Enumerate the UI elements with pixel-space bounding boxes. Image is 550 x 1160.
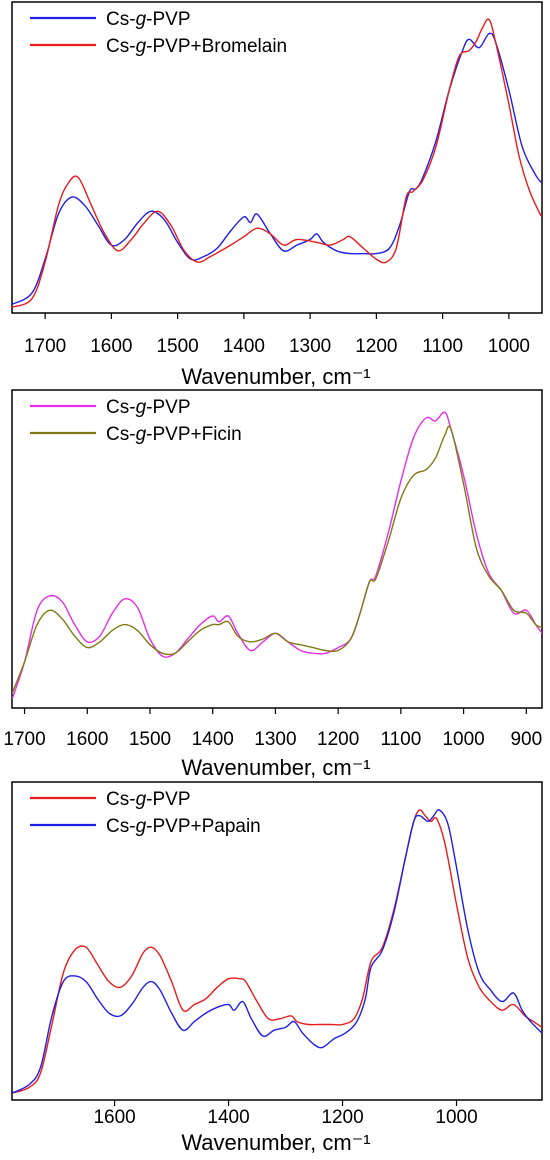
legend: Cs-g-PVP Cs-g-PVP+Ficin <box>30 397 242 445</box>
series-layer <box>12 411 542 700</box>
x-tick-label: 1700 <box>24 336 66 357</box>
x-tick-label: 1000 <box>435 1107 477 1128</box>
x-tick-label: 1400 <box>223 336 265 357</box>
x-axis-label: Wavenumber, cm⁻¹ <box>181 364 370 389</box>
legend-entry: Cs-g-PVP+Ficin <box>106 424 242 445</box>
x-axis-label: Wavenumber, cm⁻¹ <box>181 755 370 780</box>
series-line-0 <box>12 809 542 1094</box>
legend-entry: Cs-g-PVP <box>106 789 191 810</box>
tick-layer: 1700 1600 1500 1400 1300 1200 1100 1000 <box>24 313 530 357</box>
series-line-0 <box>12 411 542 700</box>
x-axis-label: Wavenumber, cm⁻¹ <box>181 1130 370 1155</box>
tick-layer: 1700 1600 1500 1400 1300 1200 1100 1000 900 <box>3 708 542 750</box>
x-tick-label: 1600 <box>66 729 108 750</box>
panel-papain: 1600 1400 1200 1000 Cs-g-PVP Cs-g-PVP+Papain… <box>11 781 543 1155</box>
x-tick-label: 1300 <box>289 336 331 357</box>
x-tick-label: 1700 <box>3 729 45 750</box>
legend: Cs-g-PVP Cs-g-PVP+Papain <box>30 789 261 837</box>
x-tick-label: 1300 <box>254 729 296 750</box>
legend: Cs-g-PVP Cs-g-PVP+Bromelain <box>30 9 287 57</box>
tick-layer: 1600 1400 1200 1000 <box>93 1100 478 1128</box>
plot-frame <box>11 781 543 1101</box>
plot-frame <box>11 1 543 314</box>
panel-bromelain: 1700 1600 1500 1400 1300 1200 1100 1000 Cs-g-PV… <box>11 1 543 389</box>
x-tick-label: 1200 <box>321 1107 363 1128</box>
series-line-0 <box>12 32 542 306</box>
x-tick-label: 1400 <box>192 729 234 750</box>
panel-ficin: 1700 1600 1500 1400 1300 1200 1100 1000 900 Cs-g… <box>3 389 543 780</box>
x-tick-label: 1600 <box>93 1107 135 1128</box>
plot-frame <box>11 389 543 709</box>
series-line-1 <box>12 18 542 308</box>
x-tick-label: 1400 <box>207 1107 249 1128</box>
legend-entry: Cs-g-PVP <box>106 9 191 30</box>
series-line-1 <box>12 425 542 694</box>
x-tick-label: 1100 <box>422 336 463 357</box>
x-tick-label: 1000 <box>442 729 484 750</box>
x-tick-label: 1100 <box>380 729 421 750</box>
x-tick-label: 1200 <box>355 336 397 357</box>
x-tick-label: 1600 <box>90 336 132 357</box>
x-tick-label: 900 <box>510 729 542 750</box>
series-layer <box>12 809 542 1094</box>
x-tick-label: 1200 <box>317 729 359 750</box>
series-layer <box>12 18 542 308</box>
legend-entry: Cs-g-PVP <box>106 397 191 418</box>
legend-entry: Cs-g-PVP+Bromelain <box>106 36 287 57</box>
x-tick-label: 1500 <box>129 729 171 750</box>
legend-entry: Cs-g-PVP+Papain <box>106 816 261 837</box>
x-tick-label: 1500 <box>156 336 198 357</box>
x-tick-label: 1000 <box>488 336 530 357</box>
series-line-1 <box>12 809 542 1094</box>
